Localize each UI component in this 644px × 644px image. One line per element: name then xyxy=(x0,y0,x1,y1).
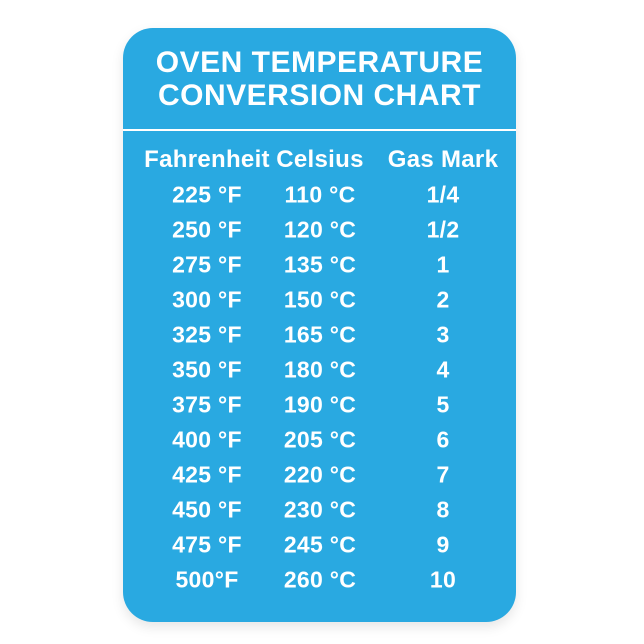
table-row: 325 °F 165 °C 3 xyxy=(123,317,516,352)
cell-fahrenheit: 500°F xyxy=(175,566,239,592)
cell-fahrenheit: 425 °F xyxy=(172,461,242,487)
table-row: 425 °F 220 °C 7 xyxy=(123,457,516,492)
cell-gas-mark: 7 xyxy=(436,461,450,487)
cell-gas-mark: 2 xyxy=(436,286,450,312)
conversion-table: Fahrenheit Celsius Gas Mark 225 °F 110 °C 1/4… xyxy=(123,142,516,597)
cell-celsius: 165 °C xyxy=(283,321,357,347)
magnet-card: OVEN TEMPERATURE CONVERSION CHART Fahren… xyxy=(123,28,516,622)
cell-celsius: 245 °C xyxy=(283,531,357,557)
cell-gas-mark: 6 xyxy=(436,426,450,452)
cell-fahrenheit: 350 °F xyxy=(172,356,242,382)
cell-celsius: 110 °C xyxy=(284,181,356,207)
cell-fahrenheit: 475 °F xyxy=(172,531,242,557)
cell-celsius: 260 °C xyxy=(283,566,357,592)
table-row: 350 °F 180 °C 4 xyxy=(123,352,516,387)
cell-gas-mark: 8 xyxy=(436,496,450,522)
cell-gas-mark: 9 xyxy=(436,531,450,557)
cell-fahrenheit: 450 °F xyxy=(172,496,242,522)
cell-gas-mark: 1/2 xyxy=(426,216,460,242)
table-row: 375 °F 190 °C 5 xyxy=(123,387,516,422)
table-row: 225 °F 110 °C 1/4 xyxy=(123,177,516,212)
cell-celsius: 135 °C xyxy=(283,251,357,277)
table-row: 500°F 260 °C 10 xyxy=(123,562,516,597)
cell-fahrenheit: 300 °F xyxy=(172,286,242,312)
title-line-1: OVEN TEMPERATURE xyxy=(155,46,484,79)
table-row: 300 °F 150 °C 2 xyxy=(123,282,516,317)
cell-gas-mark: 4 xyxy=(436,356,450,382)
table-row: 450 °F 230 °C 8 xyxy=(123,492,516,527)
cell-celsius: 220 °C xyxy=(283,461,357,487)
table-row: 475 °F 245 °C 9 xyxy=(123,527,516,562)
cell-fahrenheit: 225 °F xyxy=(172,181,242,207)
cell-gas-mark: 3 xyxy=(436,321,450,347)
cell-gas-mark: 1 xyxy=(436,251,450,277)
cell-gas-mark: 10 xyxy=(429,566,457,592)
title-divider xyxy=(123,129,516,131)
column-header-gas-mark: Gas Mark xyxy=(387,145,499,173)
table-row: 400 °F 205 °C 6 xyxy=(123,422,516,457)
cell-gas-mark: 1/4 xyxy=(426,181,460,207)
cell-fahrenheit: 275 °F xyxy=(172,251,242,277)
cell-celsius: 230 °C xyxy=(283,496,357,522)
cell-fahrenheit: 325 °F xyxy=(172,321,242,347)
cell-celsius: 180 °C xyxy=(283,356,357,382)
cell-celsius: 205 °C xyxy=(283,426,357,452)
table-header-row: Fahrenheit Celsius Gas Mark xyxy=(123,142,516,177)
cell-fahrenheit: 375 °F xyxy=(172,391,242,417)
cell-celsius: 120 °C xyxy=(283,216,357,242)
column-header-fahrenheit: Fahrenheit xyxy=(144,145,270,173)
cell-fahrenheit: 400 °F xyxy=(172,426,242,452)
card-title: OVEN TEMPERATURE CONVERSION CHART xyxy=(123,46,516,112)
cell-celsius: 150 °C xyxy=(283,286,357,312)
cell-celsius: 190 °C xyxy=(283,391,357,417)
table-row: 250 °F 120 °C 1/2 xyxy=(123,212,516,247)
cell-fahrenheit: 250 °F xyxy=(172,216,242,242)
table-row: 275 °F 135 °C 1 xyxy=(123,247,516,282)
column-header-celsius: Celsius xyxy=(276,145,364,173)
cell-gas-mark: 5 xyxy=(436,391,450,417)
title-line-2: CONVERSION CHART xyxy=(157,79,481,112)
